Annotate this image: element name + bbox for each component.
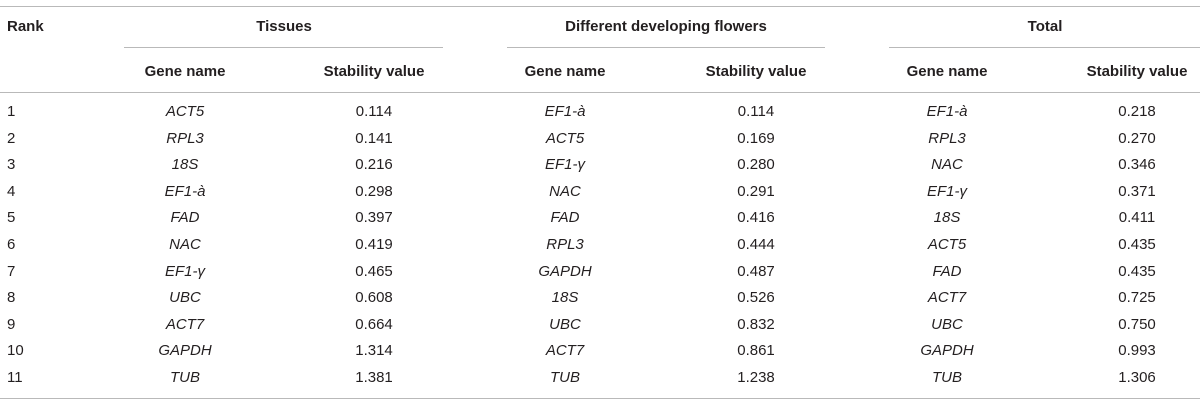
gene-tissues-cell: ACT7 <box>165 316 205 333</box>
stability-flowers-cell: 0.444 <box>737 236 775 253</box>
rank-cell: 7 <box>7 263 16 280</box>
gene-total-cell: TUB <box>932 369 962 386</box>
gene-flowers-cell: ACT7 <box>545 342 585 359</box>
rank-cell: 11 <box>7 369 23 386</box>
rank-cell: 2 <box>7 130 16 147</box>
col-header-gene-total: Gene name <box>906 63 988 80</box>
gene-total-cell: RPL3 <box>928 130 966 147</box>
gene-tissues-cell: EF1-γ <box>164 263 206 280</box>
stability-tissues-cell: 0.608 <box>355 289 393 306</box>
gene-tissues-cell: TUB <box>170 369 200 386</box>
group-header-total: Total <box>1027 18 1063 35</box>
gene-flowers-cell: EF1-γ <box>544 156 586 173</box>
stability-total-cell: 0.725 <box>1118 289 1156 306</box>
stability-tissues-cell: 0.216 <box>355 156 393 173</box>
rank-cell: 6 <box>7 236 16 253</box>
gene-total-cell: NAC <box>931 156 963 173</box>
gene-flowers-cell: RPL3 <box>546 236 584 253</box>
rank-header: Rank <box>7 18 44 35</box>
group-rule-total <box>889 47 1200 48</box>
top-rule <box>0 6 1200 7</box>
stability-tissues-cell: 0.141 <box>355 130 393 147</box>
gene-tissues-cell: ACT5 <box>165 103 205 120</box>
gene-tissues-cell: NAC <box>169 236 201 253</box>
col-header-stability-total: Stability value <box>1086 63 1188 80</box>
bottom-rule <box>0 398 1200 399</box>
stability-flowers-cell: 0.280 <box>737 156 775 173</box>
gene-total-cell: EF1-à <box>926 103 968 120</box>
group-header-tissues: Tissues <box>256 18 312 35</box>
gene-total-cell: UBC <box>931 316 963 333</box>
rank-cell: 1 <box>7 103 16 120</box>
stability-total-cell: 0.750 <box>1118 316 1156 333</box>
gene-total-cell: FAD <box>932 263 962 280</box>
gene-tissues-cell: FAD <box>170 209 200 226</box>
stability-tissues-cell: 0.114 <box>355 103 393 120</box>
stability-total-cell: 0.371 <box>1118 183 1156 200</box>
stability-total-cell: 1.306 <box>1118 369 1156 386</box>
stability-total-cell: 0.435 <box>1118 263 1156 280</box>
stability-tissues-cell: 0.397 <box>355 209 393 226</box>
rank-cell: 3 <box>7 156 16 173</box>
gene-total-cell: ACT7 <box>927 289 967 306</box>
stability-flowers-cell: 0.114 <box>737 103 775 120</box>
group-rule-tissues <box>124 47 443 48</box>
gene-flowers-cell: NAC <box>549 183 581 200</box>
gene-tissues-cell: RPL3 <box>166 130 204 147</box>
stability-total-cell: 0.993 <box>1118 342 1156 359</box>
gene-tissues-cell: EF1-à <box>164 183 206 200</box>
stability-tissues-cell: 1.381 <box>355 369 393 386</box>
gene-flowers-cell: UBC <box>549 316 581 333</box>
stability-total-cell: 0.270 <box>1118 130 1156 147</box>
stability-tissues-cell: 0.419 <box>355 236 393 253</box>
gene-tissues-cell: UBC <box>169 289 201 306</box>
col-header-stability-flowers: Stability value <box>705 63 807 80</box>
stability-total-cell: 0.346 <box>1118 156 1156 173</box>
gene-total-cell: EF1-γ <box>926 183 968 200</box>
gene-total-cell: GAPDH <box>920 342 974 359</box>
gene-flowers-cell: EF1-à <box>544 103 586 120</box>
group-rule-flowers <box>507 47 825 48</box>
gene-total-cell: ACT5 <box>927 236 967 253</box>
stability-tissues-cell: 0.664 <box>355 316 393 333</box>
gene-flowers-cell: 18S <box>551 289 579 306</box>
stability-flowers-cell: 0.291 <box>737 183 775 200</box>
stability-total-cell: 0.411 <box>1118 209 1156 226</box>
col-header-stability-tissues: Stability value <box>323 63 425 80</box>
rank-cell: 5 <box>7 209 16 226</box>
stability-tissues-cell: 1.314 <box>355 342 393 359</box>
gene-flowers-cell: GAPDH <box>538 263 592 280</box>
stability-flowers-cell: 0.832 <box>737 316 775 333</box>
rank-cell: 9 <box>7 316 16 333</box>
rank-cell: 4 <box>7 183 16 200</box>
gene-flowers-cell: ACT5 <box>545 130 585 147</box>
stability-tissues-cell: 0.465 <box>355 263 393 280</box>
col-header-gene-flowers: Gene name <box>524 63 606 80</box>
stability-flowers-cell: 0.487 <box>737 263 775 280</box>
group-header-flowers: Different developing flowers <box>565 18 767 35</box>
stability-flowers-cell: 0.526 <box>737 289 775 306</box>
rank-cell: 8 <box>7 289 16 306</box>
stability-flowers-cell: 1.238 <box>737 369 775 386</box>
gene-total-cell: 18S <box>933 209 961 226</box>
stability-flowers-cell: 0.861 <box>737 342 775 359</box>
gene-tissues-cell: GAPDH <box>158 342 212 359</box>
stability-total-cell: 0.218 <box>1118 103 1156 120</box>
gene-flowers-cell: TUB <box>550 369 580 386</box>
col-header-gene-tissues: Gene name <box>144 63 226 80</box>
gene-flowers-cell: FAD <box>550 209 580 226</box>
stability-total-cell: 0.435 <box>1118 236 1156 253</box>
stability-flowers-cell: 0.169 <box>737 130 775 147</box>
stability-flowers-cell: 0.416 <box>737 209 775 226</box>
header-bottom-rule <box>0 92 1200 93</box>
stability-tissues-cell: 0.298 <box>355 183 393 200</box>
gene-tissues-cell: 18S <box>171 156 199 173</box>
rank-cell: 10 <box>7 342 24 359</box>
